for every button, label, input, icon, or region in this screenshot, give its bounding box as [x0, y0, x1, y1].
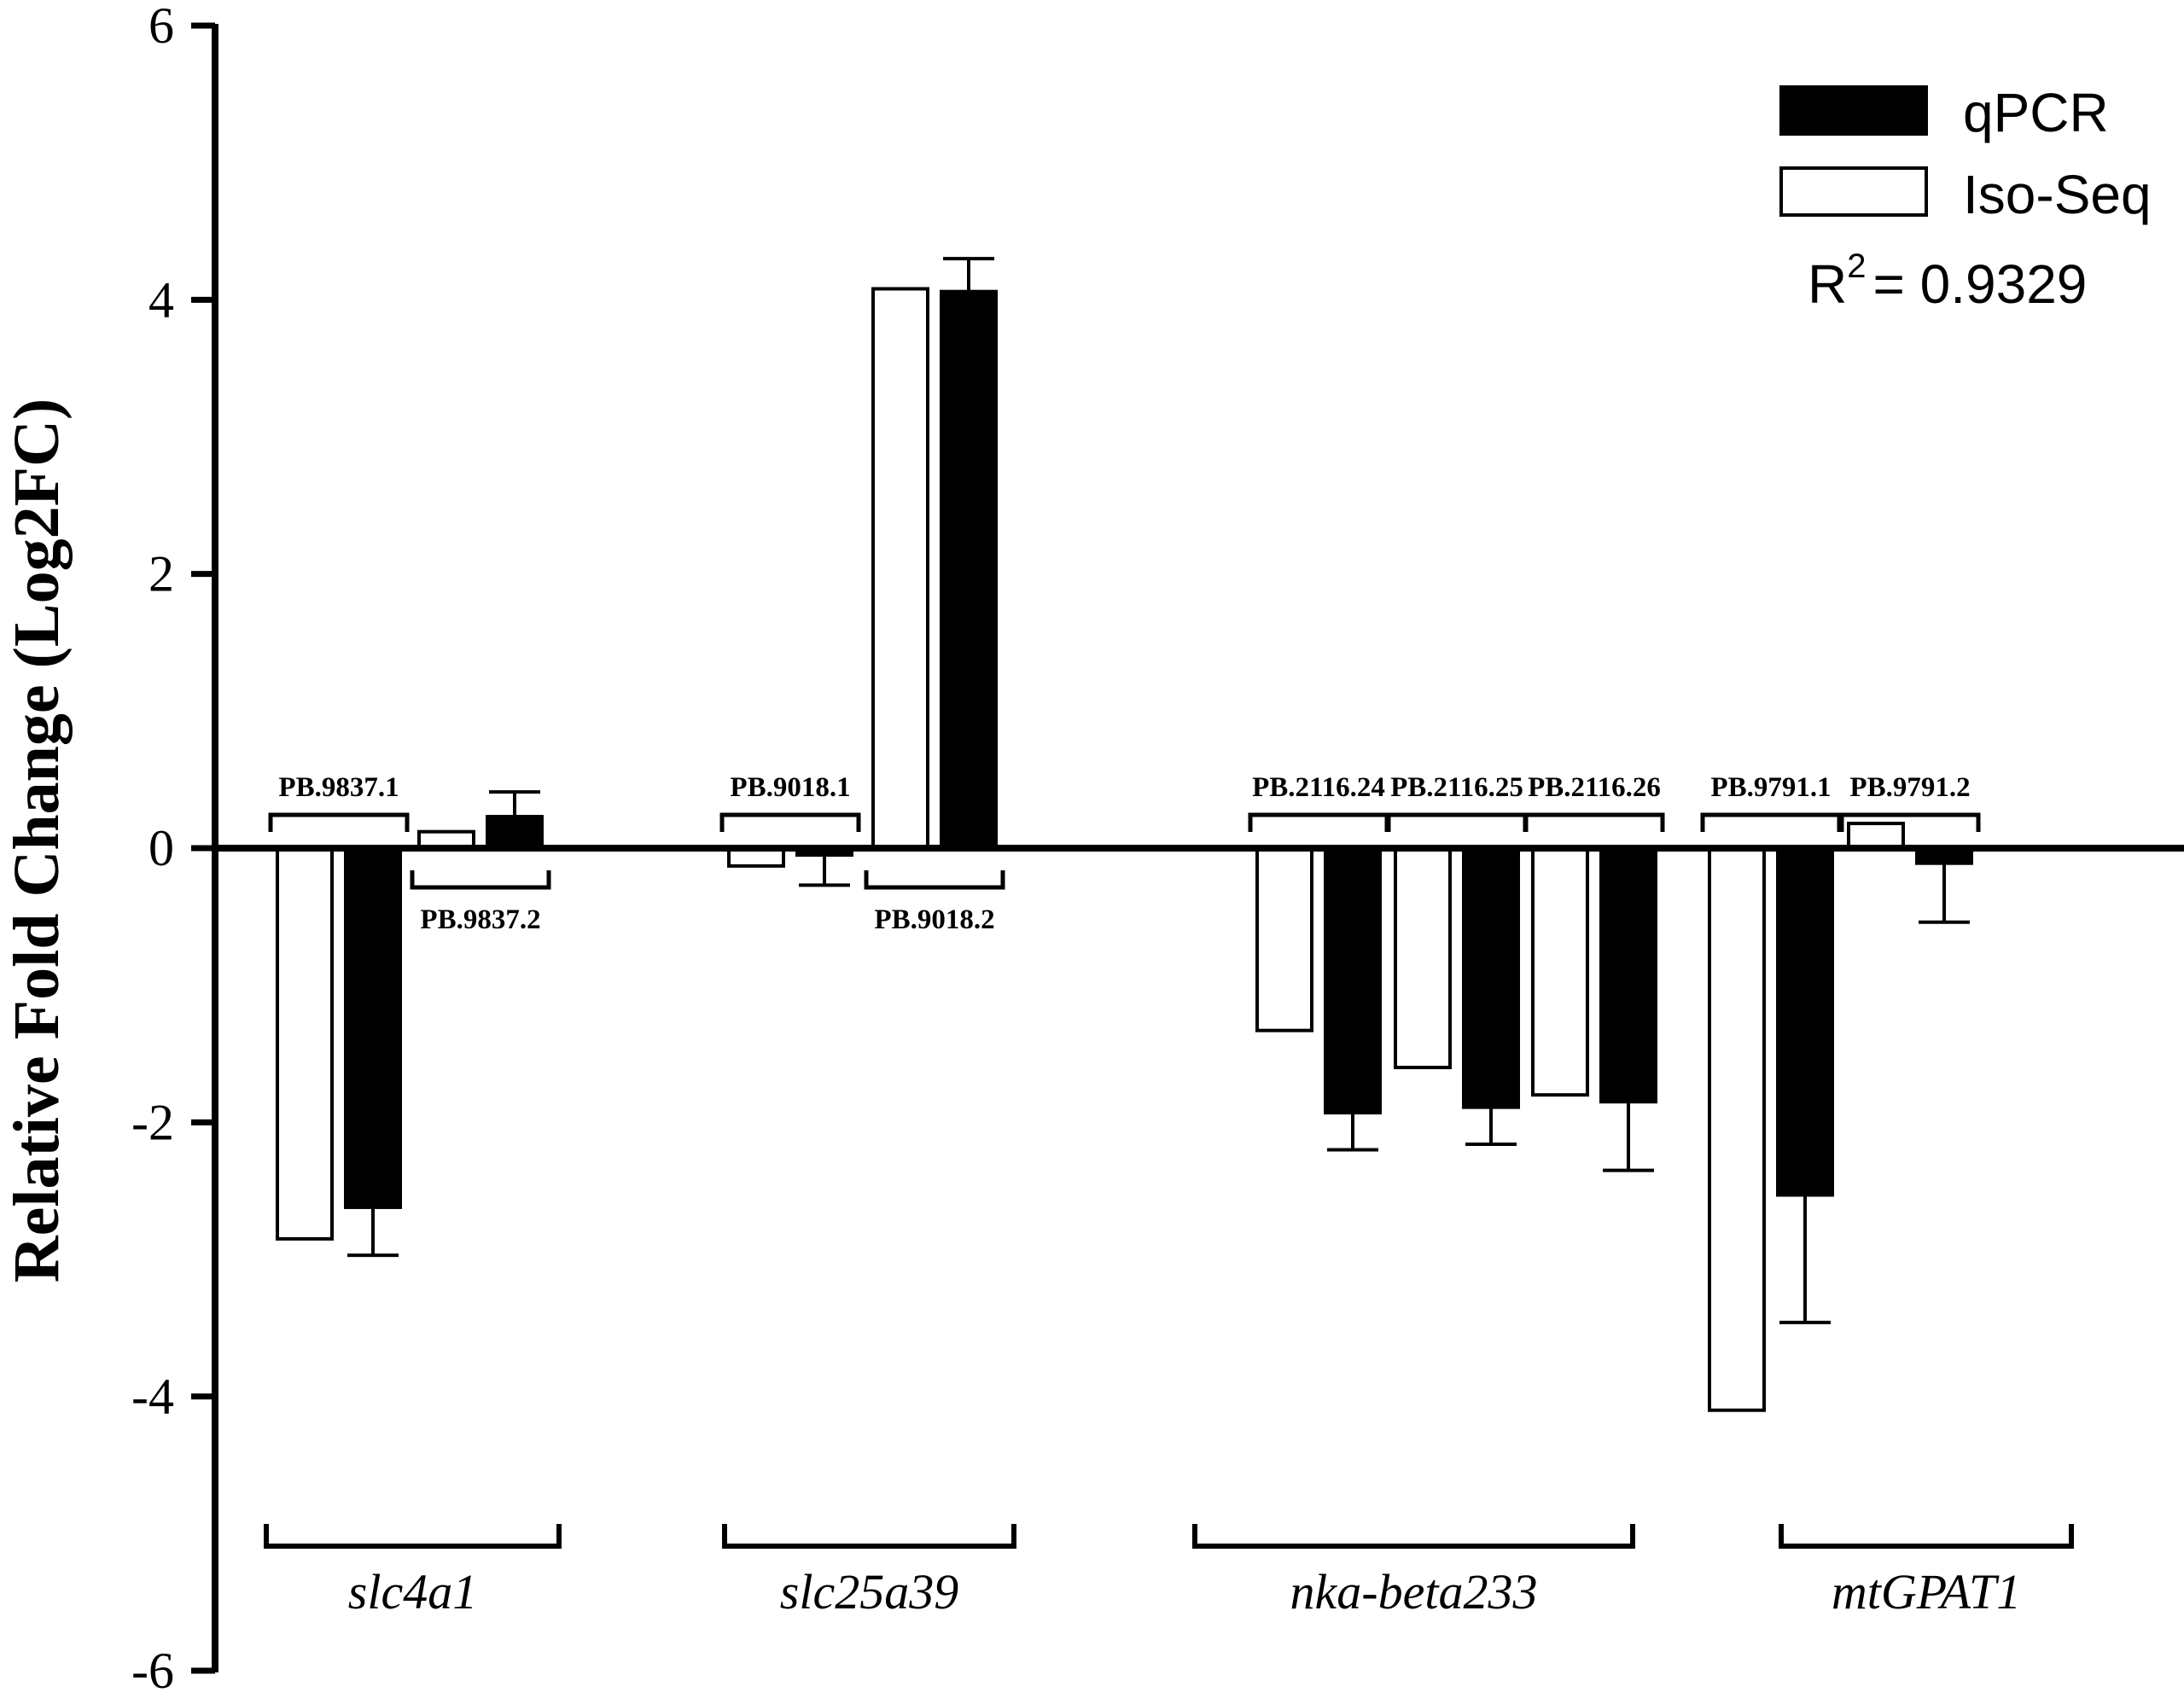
isoform-bracket [719, 812, 861, 832]
isoform-brackets: PB.9837.1 PB.9837.2 PB.9018.1 PB.9018.2 PB.2… [268, 772, 1981, 935]
bars [276, 287, 1973, 1412]
error-bars [347, 257, 1970, 1324]
y-tick-label: -2 [131, 1094, 174, 1150]
isoform-bracket [1839, 812, 1981, 832]
isoform-bracket [1700, 812, 1842, 832]
legend-swatch-qpcr [1779, 85, 1928, 136]
gene-bracket [722, 1524, 1016, 1549]
isoform-label: PB.9837.1 [278, 772, 399, 803]
isoform-label: PB.9791.1 [1710, 772, 1831, 803]
bar-qpcr [1462, 846, 1520, 1109]
legend-label-iso-seq: Iso-Seq [1963, 164, 2152, 225]
isoform-bracket [1248, 812, 1389, 832]
isoform-label: PB.9791.2 [1849, 772, 1970, 803]
isoform-label: PB.9837.2 [420, 904, 540, 935]
gene-label: nka-beta233 [1290, 1564, 1538, 1619]
bar-iso-seq [871, 287, 929, 851]
bar-iso-seq [1394, 846, 1452, 1070]
gene-brackets: slc4a1 slc25a39 nka-beta233 mtGPAT1 [264, 1524, 2074, 1619]
bar-qpcr [1324, 846, 1382, 1115]
isoform-label: PB.9018.2 [874, 904, 994, 935]
r-squared-label: R2 = 0.9329 [1808, 247, 2087, 315]
bar-qpcr [1776, 846, 1834, 1197]
isoform-bracket [1386, 812, 1528, 832]
bar-iso-seq [276, 846, 334, 1241]
gene-bracket [1192, 1524, 1635, 1549]
y-tick-label: 0 [149, 820, 174, 876]
y-axis: 6 4 2 0 -2 -4 -6 [131, 0, 218, 1698]
y-tick-label: -6 [131, 1643, 174, 1698]
bar-iso-seq [1255, 846, 1313, 1032]
gene-bracket [264, 1524, 562, 1549]
legend-swatch-iso-seq [1779, 166, 1928, 217]
isoform-label: PB.2116.26 [1528, 772, 1661, 803]
r-squared-value: = 0.9329 [1872, 253, 2087, 315]
isoform-label: PB.2116.24 [1252, 772, 1385, 803]
bar-iso-seq [1531, 846, 1589, 1097]
bar-iso-seq [1708, 846, 1766, 1412]
bar-qpcr [940, 289, 998, 850]
y-axis-label: Relative Fold Change (Log2FC) [1, 398, 73, 1282]
r-squared-exponent: 2 [1847, 247, 1866, 285]
isoform-label: PB.9018.1 [730, 772, 850, 803]
bar-qpcr [344, 846, 402, 1209]
bar-iso-seq [1847, 822, 1905, 851]
isoform-bracket [410, 870, 551, 890]
gene-bracket [1779, 1524, 2074, 1549]
isoform-bracket [268, 812, 410, 832]
y-tick-label: 2 [149, 546, 174, 602]
isoform-bracket [1523, 812, 1665, 832]
gene-label: slc4a1 [348, 1564, 477, 1619]
isoform-bracket [864, 870, 1005, 890]
bar-qpcr [486, 815, 544, 851]
gene-label: mtGPAT1 [1832, 1564, 2021, 1619]
y-tick-label: -4 [131, 1369, 174, 1425]
bar-qpcr [1599, 846, 1657, 1104]
y-tick-label: 4 [149, 271, 174, 328]
r-squared-symbol: R [1808, 253, 1847, 315]
gene-label: slc25a39 [780, 1564, 958, 1619]
isoform-label: PB.2116.25 [1390, 772, 1523, 803]
y-tick-label: 6 [149, 0, 174, 54]
legend: qPCR Iso-Seq R2 = 0.9329 [1779, 82, 2152, 315]
legend-label-qpcr: qPCR [1963, 82, 2109, 143]
